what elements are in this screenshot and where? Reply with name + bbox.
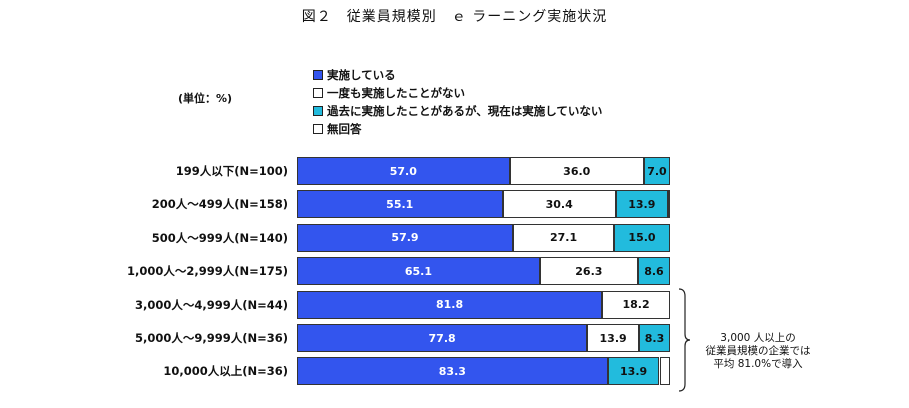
legend-swatch [313,124,323,134]
data-label: 13.9 [628,197,656,211]
legend-swatch [313,106,323,116]
data-label: 7.0 [647,164,667,178]
bar-segment: 13.9 [615,190,668,219]
annotation-line: 従業員規模の企業では [705,345,811,357]
data-label: 13.9 [620,364,648,378]
bar-segment: 8.3 [639,324,670,352]
chart-title: 図２ 従業員規模別 ｅ ラーニング実施状況 [301,9,608,25]
legend: 実施している一度も実施したことがない過去に実施したことがあるが、現在は実施してい… [313,66,602,138]
bar-segment: 65.1 [297,257,540,286]
data-label: 27.1 [549,231,578,245]
data-label: 18.2 [622,298,650,312]
category-label: 199人以下(N=100) [175,164,288,178]
category-label: 10,000人以上(N=36) [163,364,288,379]
bar-segment: 36.0 [509,157,644,185]
category-label: 1,000人～2,999人(N=175) [126,264,288,279]
bar-segment [659,357,670,386]
annotation-line: 平均 81.0%で導入 [713,358,803,370]
bar-segment [667,190,670,219]
bar-segment: 7.0 [643,157,670,185]
bar-segment: 18.2 [602,290,670,319]
data-label: 83.3 [438,364,466,378]
bracket [678,288,691,392]
bar-segment: 8.6 [637,257,670,286]
data-label: 30.4 [545,197,573,211]
legend-item: 実施している [313,66,602,84]
data-label: 55.1 [386,197,414,211]
legend-label: 過去に実施したことがあるが、現在は実施していない [327,104,603,118]
legend-label: 無回答 [327,122,362,136]
data-label: 15.0 [628,231,656,245]
legend-swatch [313,70,323,80]
data-label: 57.0 [389,164,417,178]
data-label: 57.9 [391,231,419,245]
annotation-line: 3,000 人以上の [720,332,796,344]
legend-label: 実施している [327,68,396,82]
bar-segment: 57.9 [297,223,513,252]
bar-segment: 15.0 [614,223,670,252]
annotation: 3,000 人以上の 従業員規模の企業では 平均 81.0%で導入 [696,332,820,371]
data-label: 77.8 [428,331,456,345]
legend-swatch [313,88,323,98]
category-label: 3,000人～4,999人(N=44) [134,297,288,312]
bar-segment: 83.3 [297,357,608,386]
data-label: 26.3 [575,264,603,278]
legend-item: 一度も実施したことがない [313,84,602,102]
category-label: 200人～499人(N=158) [151,197,288,212]
unit-label: (単位：%) [178,92,233,105]
data-label: 65.1 [404,264,432,278]
data-label: 8.6 [644,264,664,278]
bar-segment: 27.1 [513,223,615,252]
data-label: 8.3 [644,331,665,345]
bar-segment: 26.3 [539,257,638,286]
bar-segment: 57.0 [297,157,510,185]
legend-item: 過去に実施したことがあるが、現在は実施していない [313,102,602,120]
legend-label: 一度も実施したことがない [327,86,465,100]
legend-item: 無回答 [313,120,602,138]
data-label: 81.8 [435,298,464,312]
bar-segment: 30.4 [502,190,616,219]
bar-segment: 77.8 [297,324,588,352]
category-label: 5,000人～9,999人(N=36) [134,331,288,345]
bar-segment: 13.9 [587,324,639,352]
category-label: 500人～999人(N=140) [151,230,288,245]
data-label: 36.0 [563,164,591,178]
data-label: 13.9 [599,331,627,345]
bar-segment: 13.9 [607,357,660,386]
bar-segment: 81.8 [297,290,603,319]
bar-segment: 55.1 [297,190,503,219]
